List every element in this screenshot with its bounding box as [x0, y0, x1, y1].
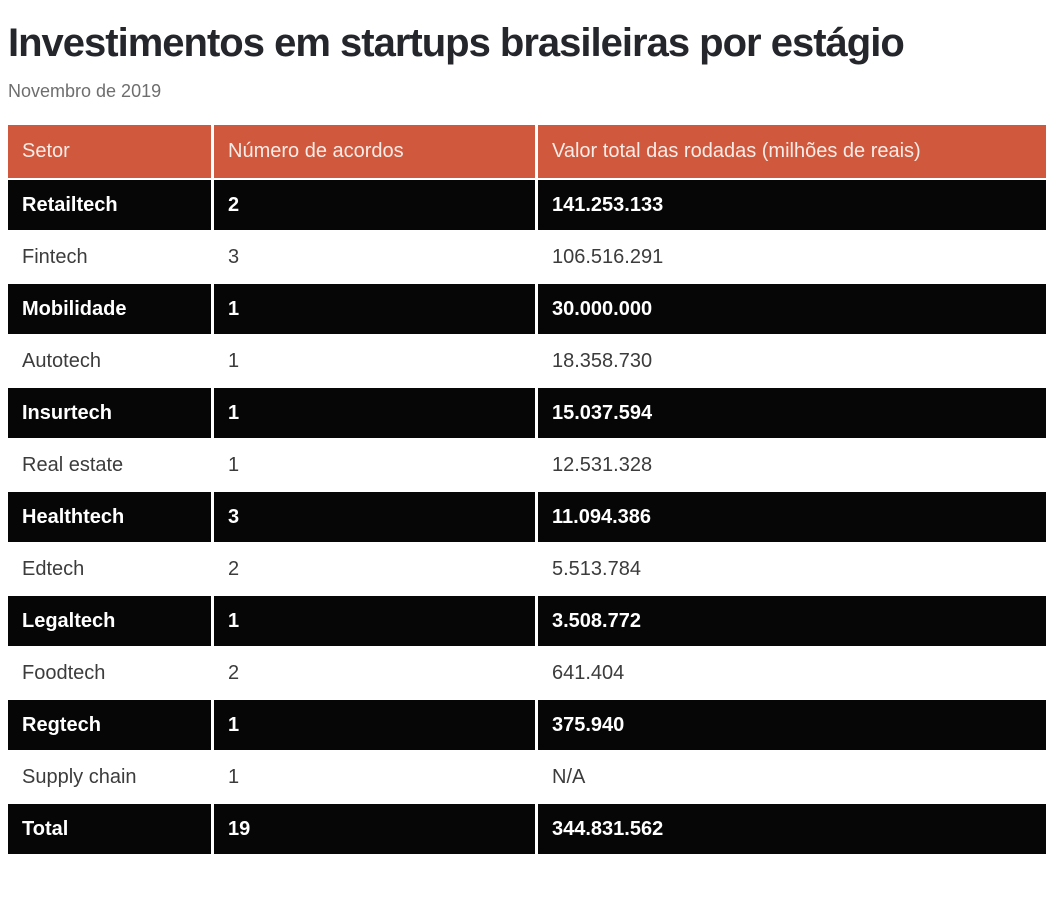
table-row: Fintech 3 106.516.291 [8, 232, 1046, 284]
round-value-cell: 11.094.386 [538, 492, 1046, 544]
table-row: Insurtech 1 15.037.594 [8, 388, 1046, 440]
round-value-cell: 375.940 [538, 700, 1046, 752]
table-row: Healthtech 3 11.094.386 [8, 492, 1046, 544]
round-value-cell: 3.508.772 [538, 596, 1046, 648]
header-row: Setor Número de acordos Valor total das … [8, 125, 1046, 180]
round-value-cell: N/A [538, 752, 1046, 804]
table-row: Autotech 1 18.358.730 [8, 336, 1046, 388]
deals-count-cell: 1 [214, 284, 538, 336]
deals-count-cell: 1 [214, 388, 538, 440]
investments-table: Setor Número de acordos Valor total das … [8, 125, 1046, 856]
page-title: Investimentos em startups brasileiras po… [8, 21, 905, 65]
deals-count-cell: 1 [214, 440, 538, 492]
deals-count-cell: 2 [214, 180, 538, 232]
sector-cell: Supply chain [8, 752, 214, 804]
deals-count-cell: 1 [214, 596, 538, 648]
round-value-cell: 12.531.328 [538, 440, 1046, 492]
round-value-cell: 30.000.000 [538, 284, 1046, 336]
round-value-cell: 5.513.784 [538, 544, 1046, 596]
sector-cell: Autotech [8, 336, 214, 388]
table-row: Edtech 2 5.513.784 [8, 544, 1046, 596]
table-body: Retailtech 2 141.253.133 Fintech 3 106.516.29… [8, 180, 1046, 856]
sector-cell: Real estate [8, 440, 214, 492]
sector-cell: Edtech [8, 544, 214, 596]
round-value-cell: 344.831.562 [538, 804, 1046, 856]
column-header-valor: Valor total das rodadas (milhões de reai… [538, 125, 1046, 180]
sector-cell: Insurtech [8, 388, 214, 440]
deals-count-cell: 1 [214, 336, 538, 388]
round-value-cell: 641.404 [538, 648, 1046, 700]
sector-cell: Regtech [8, 700, 214, 752]
deals-count-cell: 2 [214, 648, 538, 700]
sector-cell: Legaltech [8, 596, 214, 648]
sector-cell: Healthtech [8, 492, 214, 544]
round-value-cell: 15.037.594 [538, 388, 1046, 440]
table-row: Supply chain 1 N/A [8, 752, 1046, 804]
deals-count-cell: 3 [214, 492, 538, 544]
column-header-acordos: Número de acordos [214, 125, 538, 180]
round-value-cell: 141.253.133 [538, 180, 1046, 232]
round-value-cell: 18.358.730 [538, 336, 1046, 388]
round-value-cell: 106.516.291 [538, 232, 1046, 284]
table-header: Setor Número de acordos Valor total das … [8, 125, 1046, 180]
deals-count-cell: 19 [214, 804, 538, 856]
sector-cell: Mobilidade [8, 284, 214, 336]
page-subtitle: Novembro de 2019 [8, 81, 162, 101]
table-row: Regtech 1 375.940 [8, 700, 1046, 752]
sector-cell: Foodtech [8, 648, 214, 700]
table-row: Mobilidade 1 30.000.000 [8, 284, 1046, 336]
sector-cell: Fintech [8, 232, 214, 284]
deals-count-cell: 2 [214, 544, 538, 596]
table-row: Legaltech 1 3.508.772 [8, 596, 1046, 648]
deals-count-cell: 1 [214, 752, 538, 804]
table-row: Real estate 1 12.531.328 [8, 440, 1046, 492]
sector-cell: Retailtech [8, 180, 214, 232]
deals-count-cell: 1 [214, 700, 538, 752]
sector-cell: Total [8, 804, 214, 856]
table-row: Total 19 344.831.562 [8, 804, 1046, 856]
deals-count-cell: 3 [214, 232, 538, 284]
table-row: Retailtech 2 141.253.133 [8, 180, 1046, 232]
table-row: Foodtech 2 641.404 [8, 648, 1046, 700]
column-header-setor: Setor [8, 125, 214, 180]
